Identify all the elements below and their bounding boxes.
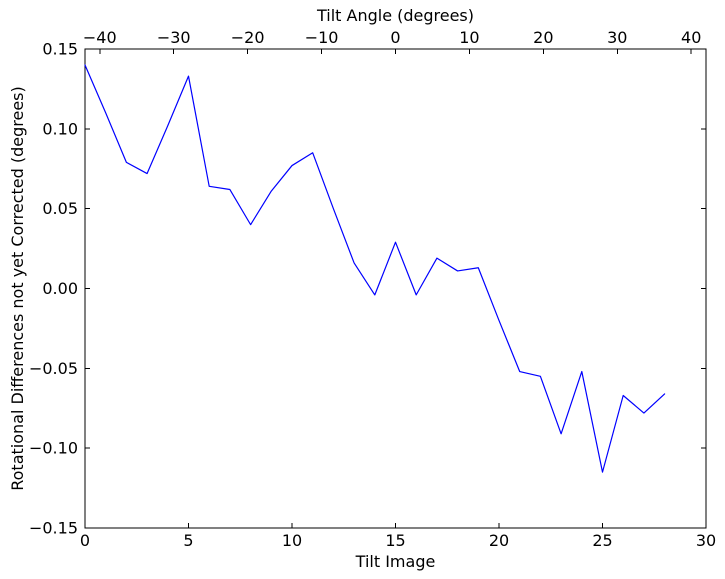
x-axis-bottom: 0 5 10 15 20 25 30 [80,523,716,550]
top-tick-label: −30 [157,28,191,47]
data-line [84,64,666,473]
y-tick-label: −0.10 [29,439,78,458]
x-tick-label: 30 [696,531,716,550]
x-tick-label: 20 [489,531,509,550]
top-tick-label: −40 [83,28,117,47]
top-tick-label: 40 [681,28,701,47]
x-axis-top: −40 −30 −20 −10 0 10 20 30 40 [83,28,701,54]
x-tick-label: 25 [592,531,612,550]
y-axis-left: 0.15 0.10 0.05 0.00 −0.05 −0.10 −0.15 [29,40,90,538]
plot-box [84,48,707,529]
top-tick-label: 0 [390,28,400,47]
y-axis-label: Rotational Differences not yet Corrected… [8,86,27,491]
plot-series [84,64,666,473]
top-tick-label: 30 [607,28,627,47]
y-tick-label: 0.15 [42,40,78,59]
y-tick-label: 0.00 [42,279,78,298]
x-tick-label: 10 [282,531,302,550]
top-tick-label: −20 [231,28,265,47]
x-tick-label: 5 [183,531,193,550]
x-tick-label: 15 [385,531,405,550]
x-tick-label: 0 [80,531,90,550]
top-axis-label: Tilt Angle (degrees) [316,6,474,25]
x-axis-label: Tilt Image [355,552,436,571]
y-tick-label: −0.05 [29,359,78,378]
top-tick-label: 20 [533,28,553,47]
y-tick-label: −0.15 [29,519,78,538]
top-tick-label: −10 [305,28,339,47]
top-tick-label: 10 [459,28,479,47]
y-tick-label: 0.05 [42,199,78,218]
plot-spines [84,48,707,529]
y-tick-label: 0.10 [42,119,78,138]
y-axis-right [701,48,706,529]
